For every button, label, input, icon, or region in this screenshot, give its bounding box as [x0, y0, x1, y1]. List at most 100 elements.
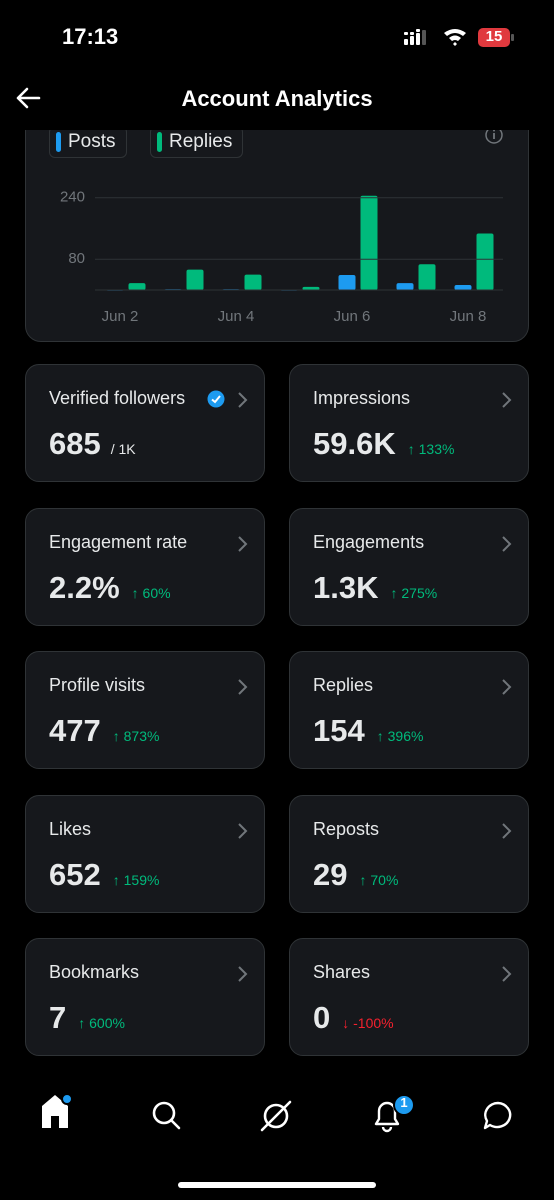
verified-badge — [207, 390, 225, 408]
metric-value: 29 — [313, 856, 348, 892]
metric-card[interactable]: Replies 154 ↑ 396% — [289, 651, 529, 769]
metric-row: 7 ↑ 600% — [49, 1000, 125, 1036]
nav-notifications[interactable] — [374, 1094, 415, 1133]
metric-label: Replies — [313, 675, 374, 695]
metric-label: Bookmarks — [49, 962, 140, 982]
bar — [128, 283, 146, 290]
metric-card[interactable]: Shares 0 ↓ -100% — [289, 938, 529, 1056]
metric-row: 29 ↑ 70% — [313, 857, 398, 893]
bar — [396, 283, 414, 290]
metric-row: 59.6K ↑ 133% — [313, 426, 454, 462]
metric-label: Engagements — [313, 531, 425, 552]
metric-change: ↓ -100% — [342, 1015, 394, 1031]
metric-card[interactable]: Engagements 1.3K ↑ 275% — [289, 507, 529, 626]
header: 17:13 15 Account Analytics — [0, 0, 554, 130]
chevron — [502, 679, 512, 695]
bar — [454, 285, 472, 290]
bar — [476, 233, 494, 290]
chevron — [502, 966, 512, 982]
chevron — [238, 822, 248, 839]
metric-card[interactable]: Engagement rate 2.2% ↑ 60% — [25, 507, 265, 626]
metric-row: 652 ↑ 159% — [49, 857, 159, 893]
metric-change: ↑ 159% — [112, 871, 160, 888]
nav-grok[interactable] — [260, 1100, 292, 1132]
chevron — [238, 966, 248, 982]
metric-label: Reposts — [313, 818, 380, 839]
y-tick-label: 240 — [60, 189, 85, 206]
chevron — [502, 392, 512, 408]
metric-row: 477 ↑ 873% — [49, 713, 159, 749]
metric-value: 0 — [313, 1000, 331, 1035]
metric-value: 154 — [313, 713, 365, 748]
status-time: 17:13 — [62, 24, 119, 49]
metric-value: 59.6K — [313, 426, 396, 461]
bar — [360, 195, 378, 290]
metric-change: ↑ 396% — [376, 728, 424, 744]
metric-change: ↑ 600% — [78, 1015, 125, 1031]
bar — [302, 286, 320, 290]
metric-value: 477 — [49, 713, 101, 748]
bar — [186, 269, 204, 290]
nav-home[interactable] — [42, 1093, 73, 1128]
bottom-nav — [42, 1093, 512, 1188]
metric-value: 652 — [49, 856, 101, 892]
x-tick-label: Jun 4 — [218, 308, 255, 325]
legend-swatch — [56, 132, 61, 152]
metric-change: ↑ 873% — [112, 728, 160, 744]
metric-label: Impressions — [313, 388, 411, 408]
metric-card[interactable]: Reposts 29 ↑ 70% — [289, 794, 529, 913]
bar — [244, 274, 262, 290]
x-tick-label: Jun 2 — [102, 308, 139, 325]
chevron — [502, 822, 512, 839]
page-title: Account Analytics — [181, 86, 373, 111]
battery-level: 15 — [485, 28, 503, 45]
metric-row: 0 ↓ -100% — [313, 1000, 394, 1036]
metric-label: Shares — [313, 962, 371, 982]
metric-card[interactable]: Likes 652 ↑ 159% — [25, 794, 265, 913]
metric-label: Profile visits — [49, 675, 146, 695]
nav-search[interactable] — [152, 1101, 181, 1130]
metric-label: Verified followers — [49, 388, 186, 408]
chart: Jun 8 Jun 6 Jun 4 Jun 2 240 80 — [60, 126, 503, 325]
x-tick-label: Jun 6 — [334, 308, 371, 325]
chart-card — [25, 100, 529, 342]
bar — [418, 264, 436, 290]
legend-item: Posts — [49, 126, 127, 158]
legend-label: Posts — [68, 131, 116, 152]
chevron — [502, 535, 512, 552]
back-button[interactable] — [14, 86, 42, 110]
metric-row: 154 ↑ 396% — [313, 713, 423, 749]
metric-change: ↑ 60% — [131, 584, 171, 601]
legend-swatch — [157, 132, 162, 152]
metric-value: 2.2% — [49, 569, 120, 605]
metric-label: Engagement rate — [49, 531, 188, 552]
info-icon-dot — [493, 129, 495, 132]
chevron — [238, 679, 248, 695]
nav-messages[interactable] — [483, 1101, 512, 1130]
legend-item: Replies — [150, 126, 244, 158]
x-tick-label: Jun 8 — [450, 308, 487, 325]
metric-card[interactable]: Profile visits 477 ↑ 873% — [25, 651, 265, 769]
metric-value: 1.3K — [313, 569, 379, 605]
legend-label: Replies — [169, 131, 233, 152]
metric-change: ↑ 133% — [407, 441, 455, 457]
y-tick-label: 80 — [68, 250, 85, 267]
metric-card[interactable]: Impressions 59.6K ↑ 133% — [289, 364, 529, 482]
metric-change: ↑ 70% — [359, 871, 399, 888]
notification-badge: 1 — [400, 1095, 408, 1110]
metric-value: 7 — [49, 1000, 67, 1035]
chevron — [238, 392, 248, 408]
metric-card[interactable]: Bookmarks 7 ↑ 600% — [25, 938, 265, 1056]
metric-change: ↑ 275% — [390, 584, 438, 601]
home-indicator — [178, 1182, 376, 1188]
metric-label: Likes — [49, 818, 92, 839]
status-icons — [404, 28, 514, 47]
metric-row: 2.2% ↑ 60% — [49, 570, 171, 606]
metric-value: 685 — [49, 426, 101, 461]
bar — [338, 275, 356, 290]
metric-row: 1.3K ↑ 275% — [313, 570, 437, 606]
metric-suffix: / 1K — [110, 441, 136, 457]
metric-row: 685 / 1K — [49, 426, 136, 462]
metric-card[interactable]: Verified followers 685 / 1K — [25, 364, 265, 482]
